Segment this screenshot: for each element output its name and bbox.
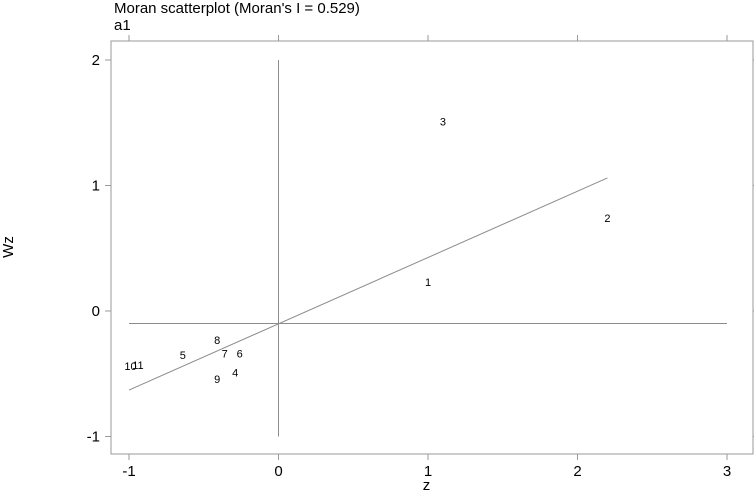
fit-line: [128, 177, 608, 391]
x-tick-label: -1: [122, 463, 135, 480]
point-label-11: 11: [132, 360, 143, 372]
point-label-10: 10: [124, 361, 136, 373]
point-label-9: 9: [214, 374, 220, 386]
y-tick-label: 1: [92, 178, 100, 195]
y-tick-label: -1: [87, 429, 100, 446]
chart-subtitle: a1: [114, 17, 131, 34]
x-tick-label: 1: [424, 463, 432, 480]
point-label-8: 8: [214, 335, 220, 347]
y-axis-label: Wz: [0, 236, 17, 258]
x-tick-label: 2: [573, 463, 581, 480]
x-tick-label: 3: [723, 463, 731, 480]
point-label-7: 7: [222, 349, 228, 361]
y-tick-label: 2: [92, 52, 100, 69]
chart-title: Moran scatterplot (Moran's I = 0.529): [114, 0, 360, 17]
point-label-1: 1: [425, 277, 431, 289]
plot-frame: [110, 40, 754, 455]
point-label-3: 3: [440, 116, 446, 128]
point-label-2: 2: [604, 213, 610, 225]
y-tick-label: 0: [92, 303, 100, 320]
point-label-5: 5: [180, 350, 186, 362]
point-label-6: 6: [237, 349, 243, 361]
x-tick-label: 0: [274, 463, 282, 480]
point-label-4: 4: [232, 367, 238, 379]
x-axis-label: z: [423, 477, 431, 492]
